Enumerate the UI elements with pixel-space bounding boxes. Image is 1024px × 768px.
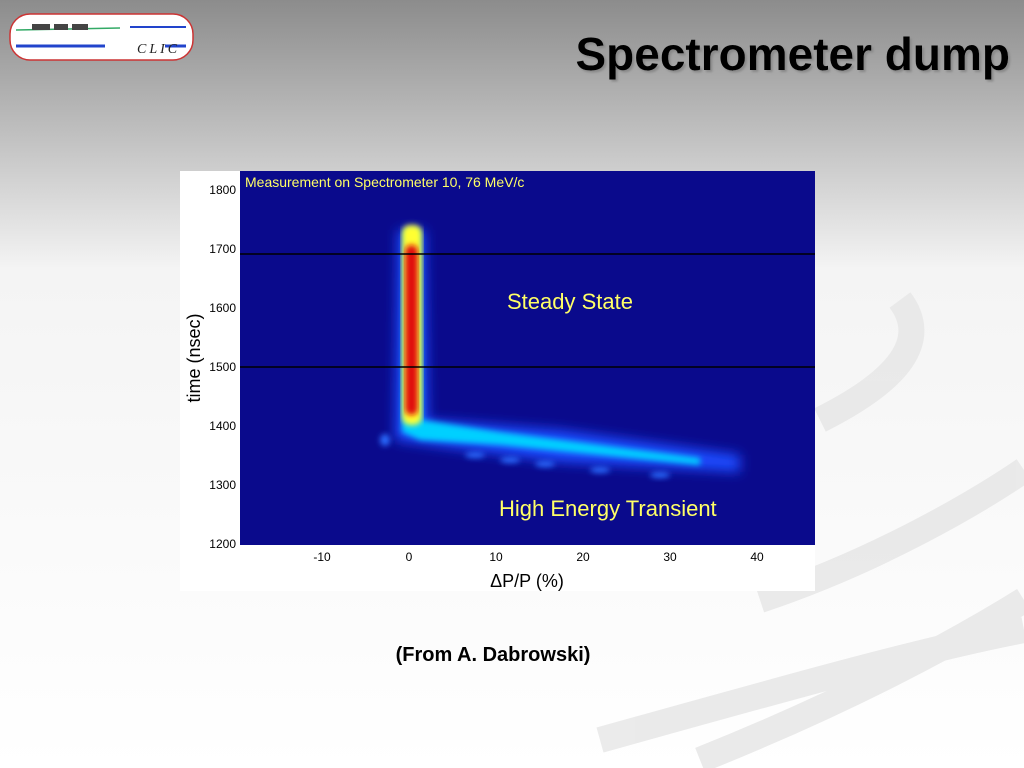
y-tick-label: 1700 xyxy=(209,242,236,256)
y-tick-label: 1600 xyxy=(209,301,236,315)
figure: Measurement on Spectrometer 10, 76 MeV/c… xyxy=(180,171,815,591)
x-axis-label: ΔP/P (%) xyxy=(490,571,564,591)
y-tick-label: 1800 xyxy=(209,183,236,197)
x-tick-label: 10 xyxy=(489,550,503,564)
ticks: 1800 1700 1600 1500 1400 1300 1200 -10 0 10 20 30 40 xyxy=(209,183,764,564)
annotation: Steady State xyxy=(507,289,633,314)
x-tick-label: -10 xyxy=(313,550,331,564)
slide-title: Spectrometer dump xyxy=(575,28,1010,80)
x-tick-label: 40 xyxy=(750,550,764,564)
y-tick-label: 1500 xyxy=(209,360,236,374)
y-axis-label: time (nsec) xyxy=(184,313,204,402)
y-tick-label: 1200 xyxy=(209,537,236,551)
y-tick-label: 1300 xyxy=(209,478,236,492)
x-tick-label: 30 xyxy=(663,550,677,564)
x-tick-label: 20 xyxy=(576,550,590,564)
heatmap xyxy=(240,225,815,478)
plot-area xyxy=(240,171,815,545)
y-tick-label: 1400 xyxy=(209,419,236,433)
logo-text: CLIC xyxy=(137,42,180,57)
caption: (From A. Dabrowski) xyxy=(396,644,591,666)
plot-title: Measurement on Spectrometer 10, 76 MeV/c xyxy=(245,174,524,190)
annotation: High Energy Transient xyxy=(499,496,717,521)
logo: CLIC xyxy=(9,13,194,61)
x-tick-label: 0 xyxy=(406,550,413,564)
